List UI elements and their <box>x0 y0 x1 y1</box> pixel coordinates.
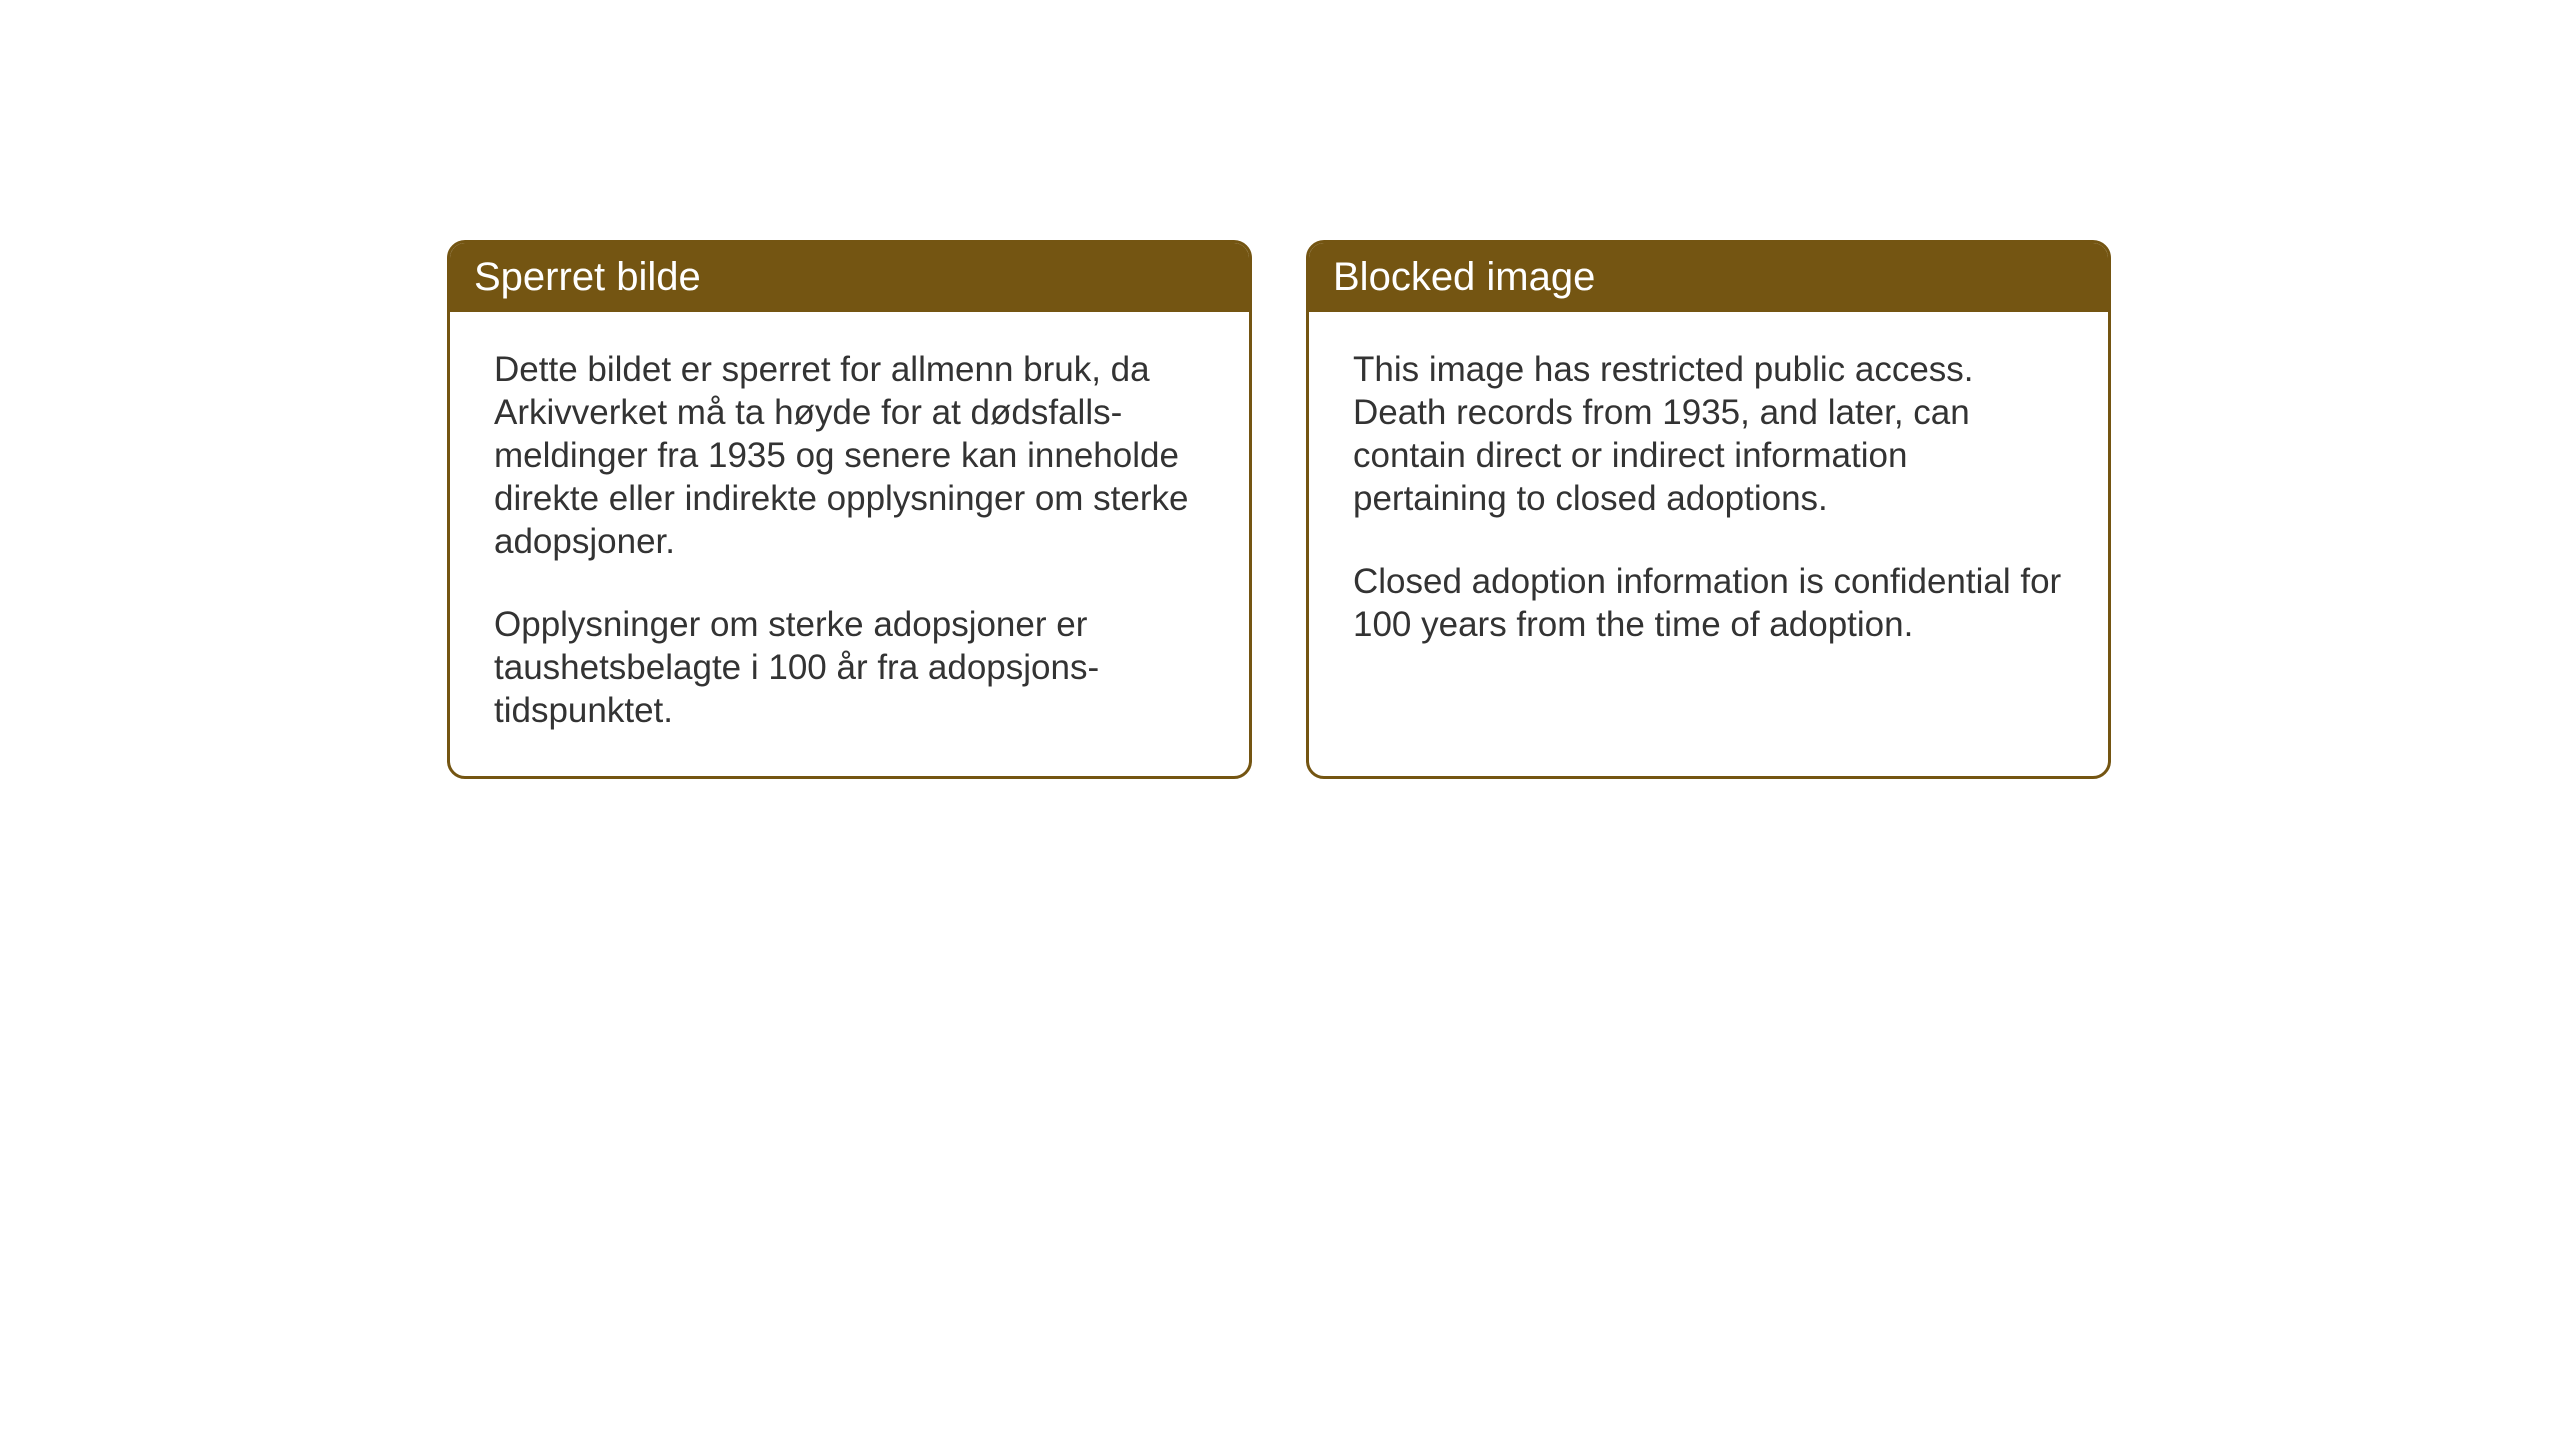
card-body-english: This image has restricted public access.… <box>1309 312 2108 690</box>
card-body-norwegian: Dette bildet er sperret for allmenn bruk… <box>450 312 1249 776</box>
card-paragraph-1-english: This image has restricted public access.… <box>1353 348 2064 520</box>
notice-card-english: Blocked image This image has restricted … <box>1306 240 2111 779</box>
card-paragraph-2-english: Closed adoption information is confident… <box>1353 560 2064 646</box>
card-title-norwegian: Sperret bilde <box>474 255 701 299</box>
card-paragraph-1-norwegian: Dette bildet er sperret for allmenn bruk… <box>494 348 1205 563</box>
card-paragraph-2-norwegian: Opplysninger om sterke adopsjoner er tau… <box>494 603 1205 732</box>
card-header-norwegian: Sperret bilde <box>450 243 1249 312</box>
notice-container: Sperret bilde Dette bildet er sperret fo… <box>447 240 2111 779</box>
card-header-english: Blocked image <box>1309 243 2108 312</box>
notice-card-norwegian: Sperret bilde Dette bildet er sperret fo… <box>447 240 1252 779</box>
card-title-english: Blocked image <box>1333 255 1595 299</box>
